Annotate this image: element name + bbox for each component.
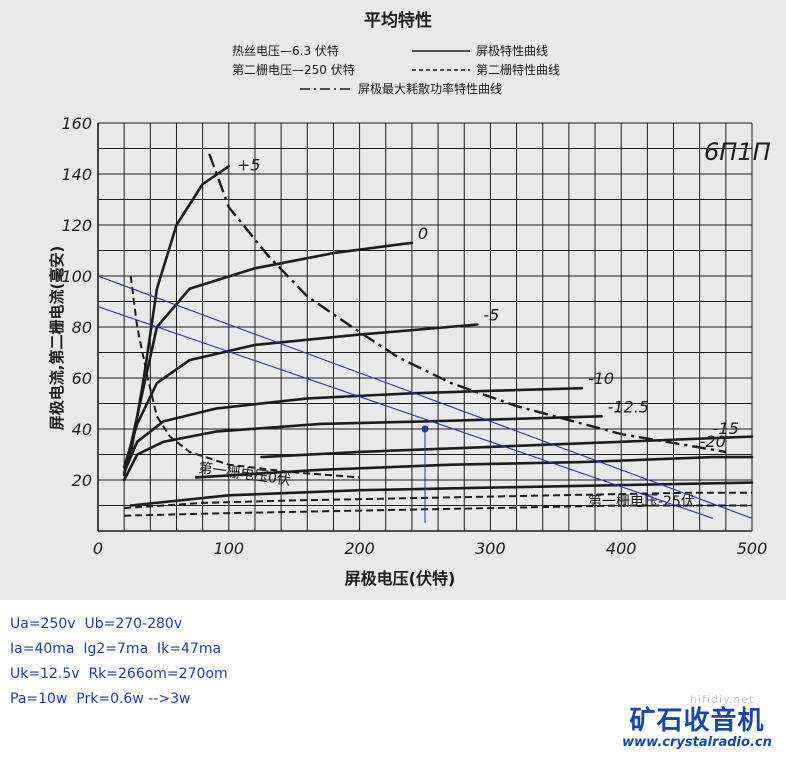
plate-curve bbox=[122, 415, 603, 482]
y-tick-label: 100 bbox=[61, 267, 92, 286]
plate-curve-label: -15 bbox=[713, 419, 739, 438]
y-tick-label: 20 bbox=[72, 471, 92, 490]
note-line: Uk=12.5v Rk=266om=270om bbox=[10, 666, 228, 682]
screen-curve bbox=[129, 275, 360, 479]
plate-curve-label: -5 bbox=[483, 305, 499, 324]
load-line-1 bbox=[97, 275, 753, 519]
y-tick-label: 60 bbox=[72, 369, 92, 388]
logo-url: www.crystalradio.cn bbox=[622, 735, 772, 750]
x-tick-label: 300 bbox=[475, 539, 506, 558]
x-tick-label: 500 bbox=[737, 539, 768, 558]
header-note-screen-curve: 第二栅特性曲线 bbox=[476, 62, 560, 77]
note-line: Pa=10w Prk=0.6w -->3w bbox=[10, 691, 191, 707]
y-tick-label: 120 bbox=[61, 216, 92, 235]
scanned-chart-background bbox=[0, 0, 786, 600]
plate-curve bbox=[122, 241, 414, 477]
chart-grid bbox=[97, 122, 753, 532]
y-tick-label: 140 bbox=[61, 165, 92, 184]
y-axis-label: 屏极电流,第二栅电流(毫安) bbox=[48, 246, 66, 430]
y-tick-label: 80 bbox=[72, 318, 92, 337]
plate-curve-label: +5 bbox=[237, 155, 261, 174]
plate-curve-label: -10 bbox=[588, 369, 614, 388]
operating-point-marker bbox=[421, 425, 429, 433]
tube-type-label: 6П1П bbox=[704, 138, 771, 166]
x-axis-label: 屏极电压(伏特) bbox=[345, 569, 456, 588]
header-note-filament: 热丝电压—6.3 伏特 bbox=[232, 43, 339, 58]
plate-curve bbox=[129, 165, 231, 456]
header-note-plate-curve: 屏极特性曲线 bbox=[476, 43, 548, 58]
site-logo: 矿石收音机 www.crystalradio.cn bbox=[612, 700, 782, 750]
x-tick-label: 400 bbox=[606, 539, 637, 558]
header-note-max-dissipation: 屏极最大耗散功率特性曲线 bbox=[358, 81, 502, 96]
logo-text: 矿石收音机 bbox=[629, 706, 765, 736]
plate-curve-label: -20 bbox=[700, 432, 726, 451]
plate-curve-label: 0 bbox=[418, 224, 428, 243]
plate-curve bbox=[194, 455, 754, 479]
plate-curve bbox=[260, 435, 754, 459]
site-watermark: hifidiy.net bbox=[690, 693, 755, 706]
load-line-2 bbox=[97, 306, 713, 519]
y-tick-label: 160 bbox=[61, 114, 92, 133]
plate-curve bbox=[122, 323, 479, 469]
x-tick-label: 200 bbox=[344, 539, 375, 558]
max-dissipation-curve bbox=[208, 153, 727, 454]
note-line: Ua=250v Ub=270-280v bbox=[10, 616, 183, 632]
characteristic-chart: 0 100 200 300 400 500 20 40 60 80 100 120 140 160 +5 0 -… bbox=[48, 10, 771, 588]
chart-title: 平均特性 bbox=[364, 10, 432, 31]
plate-curve-label: -12.5 bbox=[608, 397, 649, 416]
x-tick-label: 0 bbox=[93, 539, 103, 558]
operating-notes: Ua=250v Ub=270-280v Ia=40ma Ig2=7ma Ik=4… bbox=[10, 612, 228, 712]
chart-marks: 0 100 200 300 400 500 20 40 60 80 100 120 140 160 +5 0 -… bbox=[61, 114, 767, 558]
screen-label-minus25-volt: 第一栅电压-25伏 bbox=[588, 493, 695, 510]
note-line: Ia=40ma Ig2=7ma Ik=47ma bbox=[10, 641, 222, 657]
x-tick-label: 100 bbox=[214, 539, 245, 558]
screen-label-zero-volt: 第一栅电压0伏 bbox=[197, 459, 291, 489]
y-tick-label: 40 bbox=[72, 420, 92, 439]
header-note-screen: 第二栅电压—250 伏特 bbox=[232, 62, 355, 77]
